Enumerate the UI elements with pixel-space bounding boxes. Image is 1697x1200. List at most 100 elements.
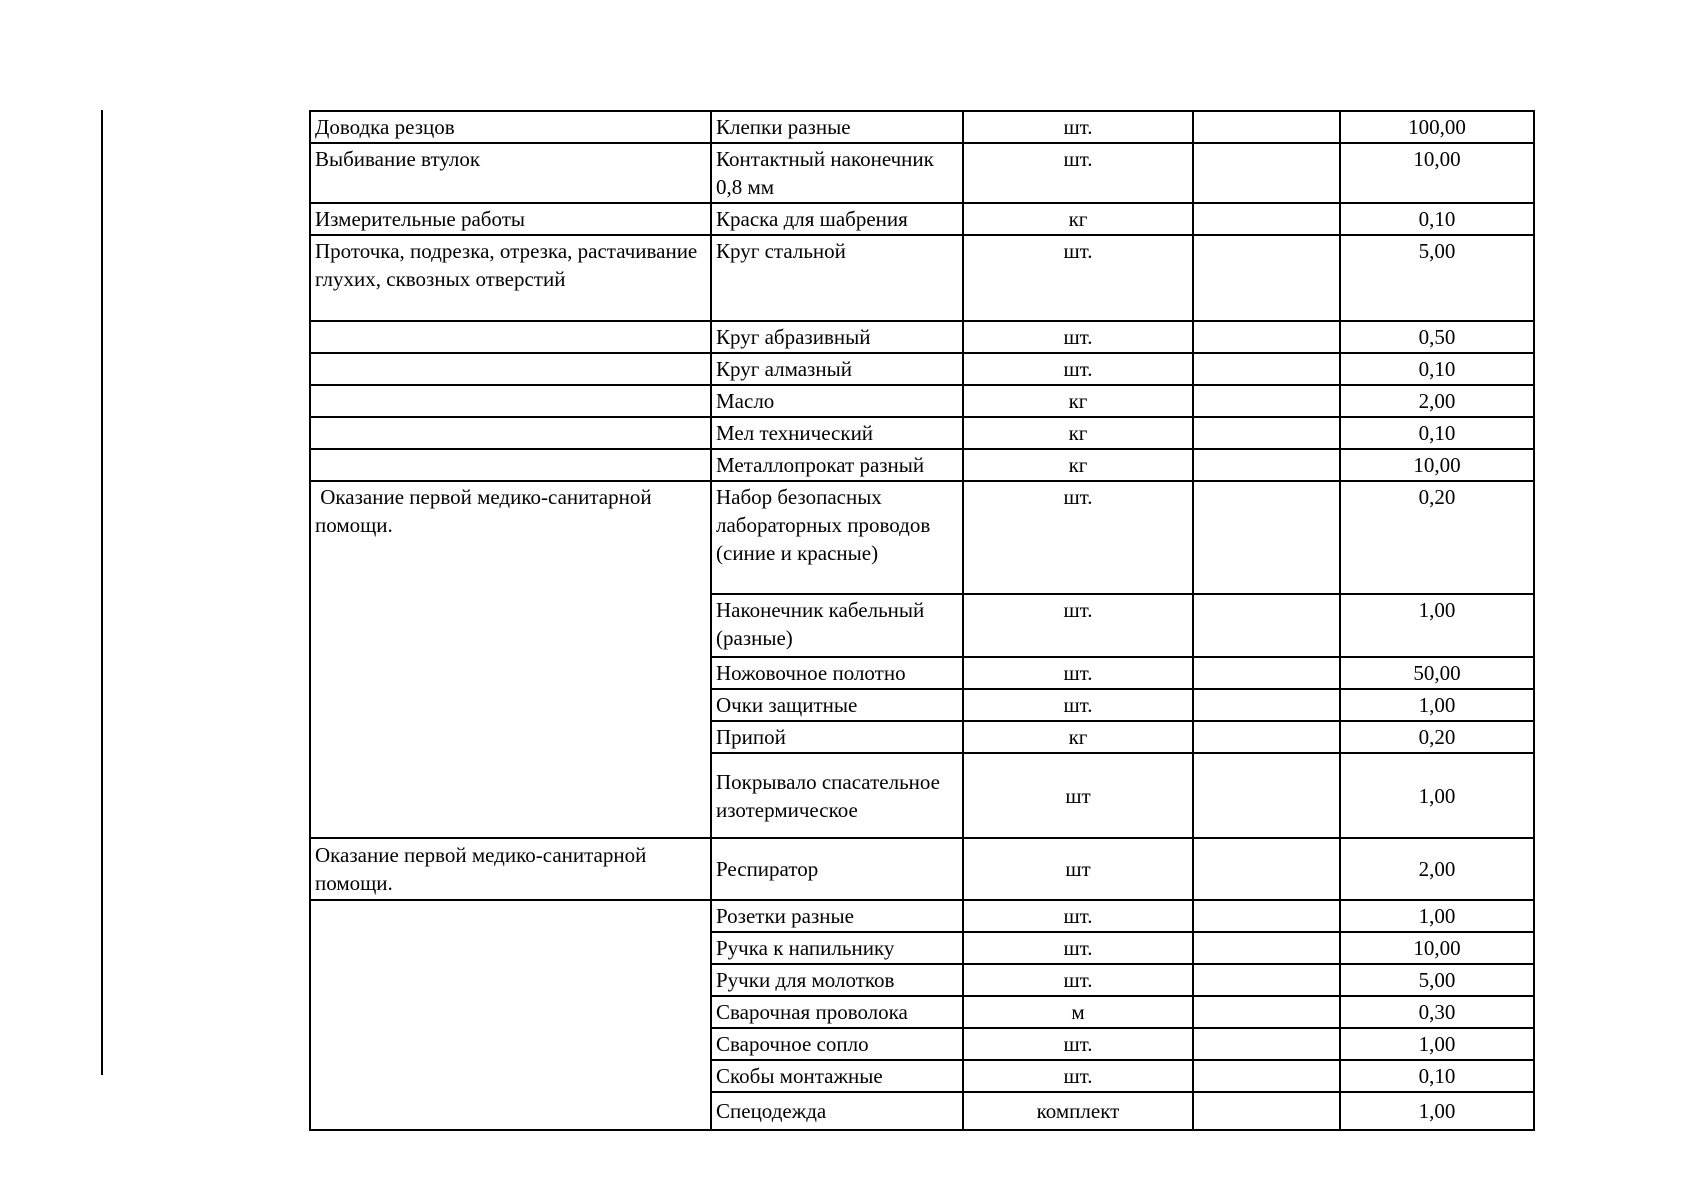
qty-cell: 0,30 — [1339, 995, 1535, 1029]
blank-cell — [1192, 320, 1341, 354]
table-row: Припой кг 0,20 — [310, 720, 1535, 754]
material-cell: Наконечник кабельный (разные) — [710, 593, 964, 658]
table-row: Оказание первой медико-санитарной помощи… — [309, 480, 1535, 839]
unit-cell: кг — [962, 720, 1194, 754]
table-row: Круг алмазный шт. 0,10 — [309, 352, 1535, 386]
material-cell: Контактный наконечник 0,8 мм — [710, 142, 964, 204]
blank-cell — [1192, 995, 1341, 1029]
unit-cell: шт — [962, 837, 1194, 901]
table-row: Сварочная проволока м 0,30 — [310, 995, 1535, 1029]
qty-cell: 1,00 — [1339, 688, 1535, 722]
qty-cell: 5,00 — [1339, 234, 1535, 322]
work-cell — [309, 384, 712, 418]
blank-cell — [1192, 384, 1341, 418]
work-cell — [309, 352, 712, 386]
blank-cell — [1192, 142, 1341, 204]
qty-cell: 0,10 — [1339, 202, 1535, 236]
material-cell: Масло — [710, 384, 964, 418]
table-row: Ручки для молотков шт. 5,00 — [310, 963, 1535, 997]
unit-cell: шт. — [962, 899, 1194, 933]
unit-cell: шт. — [962, 656, 1194, 690]
unit-cell: шт. — [962, 1059, 1194, 1093]
work-cell — [309, 416, 712, 450]
blank-cell — [1192, 1091, 1341, 1131]
blank-cell — [1192, 448, 1341, 482]
material-cell: Круг стальной — [710, 234, 964, 322]
qty-cell: 2,00 — [1339, 837, 1535, 901]
material-cell: Круг алмазный — [710, 352, 964, 386]
blank-cell — [1192, 480, 1341, 595]
table-row: Выбивание втулок Контактный наконечник 0,… — [309, 142, 1535, 204]
qty-cell: 0,50 — [1339, 320, 1535, 354]
unit-cell: шт. — [962, 688, 1194, 722]
material-cell: Ручка к напильнику — [710, 931, 964, 965]
qty-cell: 1,00 — [1339, 899, 1535, 933]
qty-cell: 2,00 — [1339, 384, 1535, 418]
qty-cell: 5,00 — [1339, 963, 1535, 997]
qty-cell: 10,00 — [1339, 448, 1535, 482]
qty-cell: 10,00 — [1339, 142, 1535, 204]
material-cell: Круг абразивный — [710, 320, 964, 354]
blank-cell — [1192, 752, 1341, 839]
table-row: Измерительные работы Краска для шабрения к… — [309, 202, 1535, 236]
blank-cell — [1192, 202, 1341, 236]
work-cell: Доводка резцов — [309, 110, 712, 144]
work-cell — [309, 320, 712, 354]
unit-cell: комплект — [962, 1091, 1194, 1131]
work-cell — [309, 899, 712, 1131]
table-row: Металлопрокат разный кг 10,00 — [309, 448, 1535, 482]
qty-cell: 0,20 — [1339, 480, 1535, 595]
blank-cell — [1192, 837, 1341, 901]
unit-cell: шт. — [962, 480, 1194, 595]
blank-cell — [1192, 234, 1341, 322]
blank-cell — [1192, 720, 1341, 754]
material-cell: Краска для шабрения — [710, 202, 964, 236]
blank-cell — [1192, 899, 1341, 933]
unit-cell: шт. — [962, 931, 1194, 965]
table-row: Ножовочное полотно шт. 50,00 — [310, 656, 1535, 690]
unit-cell: шт. — [962, 110, 1194, 144]
qty-cell: 0,10 — [1339, 352, 1535, 386]
blank-cell — [1192, 416, 1341, 450]
material-cell: Металлопрокат разный — [710, 448, 964, 482]
table-row: Проточка, подрезка, отрезка, растачивани… — [309, 234, 1535, 322]
material-cell: Респиратор — [710, 837, 964, 901]
work-cell: Измерительные работы — [309, 202, 712, 236]
material-cell: Сварочное сопло — [710, 1027, 964, 1061]
material-cell: Ручки для молотков — [710, 963, 964, 997]
material-cell: Набор безопасных лабораторных проводов (… — [710, 480, 964, 595]
material-cell: Спецодежда — [710, 1091, 964, 1131]
qty-cell: 50,00 — [1339, 656, 1535, 690]
qty-cell: 1,00 — [1339, 752, 1535, 839]
table-row: Ручка к напильнику шт. 10,00 — [310, 931, 1535, 965]
blank-cell — [1192, 593, 1341, 658]
table-row: Очки защитные шт. 1,00 — [310, 688, 1535, 722]
material-cell: Розетки разные — [710, 899, 964, 933]
materials-table: Доводка резцов Клепки разные шт. 100,00 Выби… — [309, 110, 1535, 1131]
table-row: Масло кг 2,00 — [309, 384, 1535, 418]
work-cell: Выбивание втулок — [309, 142, 712, 204]
qty-cell: 0,10 — [1339, 416, 1535, 450]
blank-cell — [1192, 1059, 1341, 1093]
table-row: Доводка резцов Клепки разные шт. 100,00 — [309, 110, 1535, 144]
work-cell: Оказание первой медико-санитарной помощи… — [309, 480, 712, 839]
material-cell: Клепки разные — [710, 110, 964, 144]
blank-cell — [1192, 688, 1341, 722]
qty-cell: 1,00 — [1339, 593, 1535, 658]
material-cell: Очки защитные — [710, 688, 964, 722]
material-cell: Ножовочное полотно — [710, 656, 964, 690]
table-row: Мел технический кг 0,10 — [309, 416, 1535, 450]
unit-cell: шт. — [962, 234, 1194, 322]
unit-cell: кг — [962, 416, 1194, 450]
table-row: Сварочное сопло шт. 1,00 — [310, 1027, 1535, 1061]
qty-cell: 1,00 — [1339, 1091, 1535, 1131]
work-cell: Оказание первой медико-санитарной помощи… — [309, 837, 712, 901]
work-cell: Проточка, подрезка, отрезка, растачивани… — [309, 234, 712, 322]
material-cell: Покрывало спасательное изотермическое — [710, 752, 964, 839]
table-row: Спецодежда комплект 1,00 — [310, 1091, 1535, 1131]
qty-cell: 0,20 — [1339, 720, 1535, 754]
blank-cell — [1192, 352, 1341, 386]
material-cell: Припой — [710, 720, 964, 754]
table-row: Оказание первой медико-санитарной помощи… — [309, 837, 1535, 901]
